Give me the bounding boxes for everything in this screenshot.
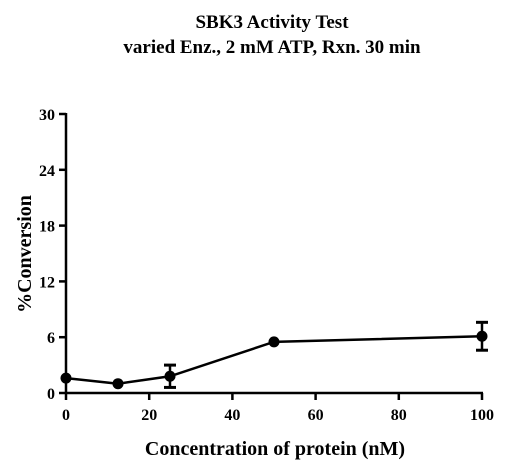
x-tick-label: 80 xyxy=(391,407,407,424)
data-point xyxy=(476,330,488,342)
chart-title: SBK3 Activity Test xyxy=(195,12,349,33)
data-point xyxy=(164,370,176,382)
x-tick-label: 0 xyxy=(62,407,70,424)
x-axis-ticks: 0 20 40 60 80 100 xyxy=(62,393,494,424)
y-tick-label: 24 xyxy=(39,163,55,180)
y-tick-label: 0 xyxy=(47,386,55,403)
x-tick-label: 40 xyxy=(224,407,240,424)
y-tick-label: 30 xyxy=(39,107,55,124)
x-tick-label: 60 xyxy=(308,407,324,424)
x-axis-label: Concentration of protein (nM) xyxy=(145,438,405,460)
chart-subtitle: varied Enz., 2 mM ATP, Rxn. 30 min xyxy=(123,37,421,58)
y-axis-ticks: 0 6 12 18 24 30 xyxy=(39,107,66,403)
y-tick-label: 18 xyxy=(39,219,55,236)
x-tick-label: 20 xyxy=(141,407,157,424)
y-tick-label: 6 xyxy=(47,330,55,347)
y-tick-label: 12 xyxy=(39,274,55,291)
data-point xyxy=(112,378,124,390)
data-point xyxy=(268,336,280,348)
x-tick-label: 100 xyxy=(470,407,494,424)
y-axis-label: %Conversion xyxy=(14,195,36,313)
data-point xyxy=(60,372,72,384)
data-series xyxy=(60,320,488,390)
